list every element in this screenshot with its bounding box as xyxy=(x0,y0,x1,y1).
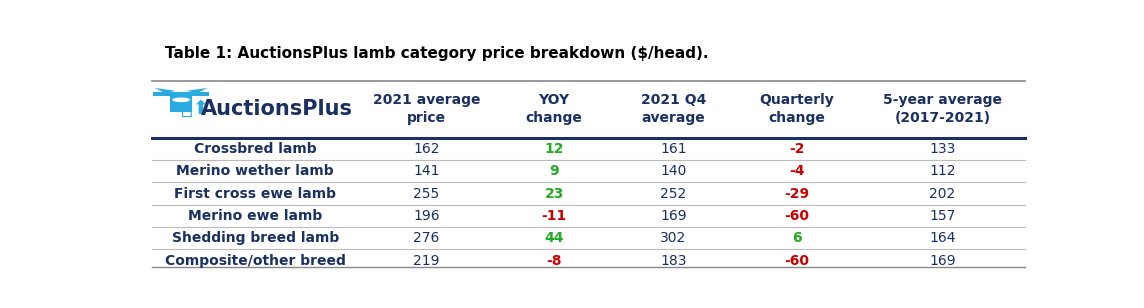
Text: Merino ewe lamb: Merino ewe lamb xyxy=(188,209,323,223)
Text: 255: 255 xyxy=(413,187,439,201)
Text: 202: 202 xyxy=(929,187,955,201)
Text: Table 1: AuctionsPlus lamb category price breakdown ($/head).: Table 1: AuctionsPlus lamb category pric… xyxy=(165,47,708,62)
Text: Merino wether lamb: Merino wether lamb xyxy=(176,164,334,178)
Text: 276: 276 xyxy=(413,231,439,245)
Text: 183: 183 xyxy=(660,253,686,268)
Text: -29: -29 xyxy=(784,187,809,201)
Text: -4: -4 xyxy=(788,164,804,178)
Polygon shape xyxy=(185,91,209,96)
Text: First cross ewe lamb: First cross ewe lamb xyxy=(174,187,336,201)
Text: -8: -8 xyxy=(547,253,562,268)
Text: -11: -11 xyxy=(541,209,566,223)
Text: 12: 12 xyxy=(545,142,564,156)
Text: 169: 169 xyxy=(929,253,956,268)
Text: 6: 6 xyxy=(792,231,801,245)
Text: 164: 164 xyxy=(929,231,955,245)
Text: 44: 44 xyxy=(545,231,564,245)
Polygon shape xyxy=(186,88,208,93)
Text: AuctionsPlus: AuctionsPlus xyxy=(201,99,353,119)
Text: 161: 161 xyxy=(660,142,686,156)
Polygon shape xyxy=(154,88,176,93)
Polygon shape xyxy=(170,91,192,112)
Text: Composite/other breed: Composite/other breed xyxy=(165,253,345,268)
Text: 196: 196 xyxy=(413,209,439,223)
Text: Quarterly
change: Quarterly change xyxy=(760,93,834,125)
Text: 9: 9 xyxy=(549,164,559,178)
Text: 169: 169 xyxy=(660,209,686,223)
Text: 2021 Q4
average: 2021 Q4 average xyxy=(641,93,706,125)
Text: -60: -60 xyxy=(784,209,809,223)
Text: 302: 302 xyxy=(660,231,686,245)
Text: 23: 23 xyxy=(545,187,564,201)
Text: YOY
change: YOY change xyxy=(525,93,582,125)
Text: 5-year average
(2017-2021): 5-year average (2017-2021) xyxy=(883,93,1002,125)
Text: 141: 141 xyxy=(413,164,439,178)
Text: ✦: ✦ xyxy=(170,95,192,119)
Polygon shape xyxy=(153,91,176,96)
Text: 112: 112 xyxy=(929,164,955,178)
Text: 133: 133 xyxy=(929,142,955,156)
Text: Crossbred lamb: Crossbred lamb xyxy=(193,142,317,156)
Text: 162: 162 xyxy=(413,142,439,156)
Text: ⭧⬆: ⭧⬆ xyxy=(181,99,209,118)
Text: 157: 157 xyxy=(929,209,955,223)
Text: 219: 219 xyxy=(413,253,439,268)
Text: 2021 average
price: 2021 average price xyxy=(373,93,480,125)
Text: -60: -60 xyxy=(784,253,809,268)
Text: Shedding breed lamb: Shedding breed lamb xyxy=(172,231,339,245)
Text: 252: 252 xyxy=(660,187,686,201)
Text: 140: 140 xyxy=(660,164,686,178)
Circle shape xyxy=(173,97,190,102)
Text: -2: -2 xyxy=(788,142,804,156)
